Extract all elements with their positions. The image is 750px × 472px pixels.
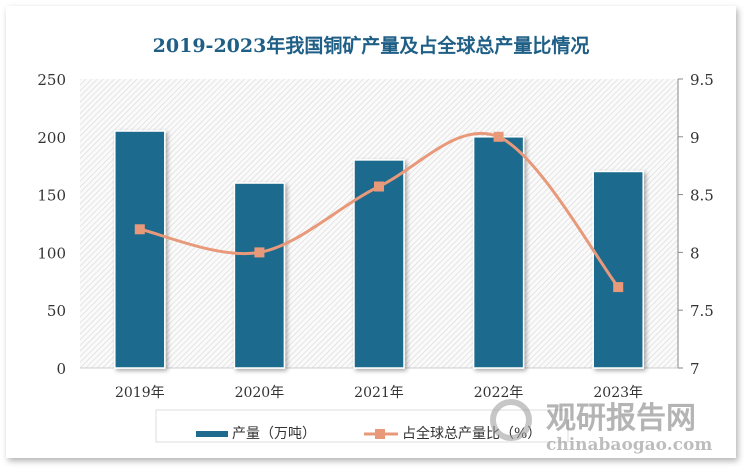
x-tick-label: 2023年 xyxy=(593,385,643,401)
y-right-tick-label: 9.5 xyxy=(690,71,714,89)
x-tick-label: 2019年 xyxy=(115,385,165,401)
x-tick-label: 2020年 xyxy=(235,385,285,401)
x-tick-label: 2022年 xyxy=(474,385,524,401)
y-left-tick-label: 50 xyxy=(47,302,66,320)
bar xyxy=(592,170,644,369)
y-left-tick-label: 0 xyxy=(56,360,66,378)
chart-title: 2019-2023年我国铜矿产量及占全球总产量比情况 xyxy=(153,34,590,57)
bar xyxy=(233,182,286,369)
y-left-tick-label: 250 xyxy=(37,71,66,89)
line-point xyxy=(374,181,384,192)
y-left-tick-label: 100 xyxy=(37,244,66,262)
y-left-tick-label: 200 xyxy=(37,129,66,147)
legend-line-marker xyxy=(375,429,385,439)
bar xyxy=(472,136,525,369)
line-series xyxy=(139,131,620,289)
y-right-tick-label: 7 xyxy=(690,360,700,378)
watermark-url: chinabaogao.com xyxy=(546,435,712,455)
legend: 产量（万吨） 占全球总产量比（%） xyxy=(155,409,569,443)
watermark: 观研报告网 chinabaogao.com xyxy=(490,399,712,455)
chart-card: 2019-2023年我国铜矿产量及占全球总产量比情况 0 50 100 150 200 2… xyxy=(6,6,736,458)
chart: 2019-2023年我国铜矿产量及占全球总产量比情况 0 50 100 150 200 2… xyxy=(37,34,714,455)
legend-bar-swatch xyxy=(196,431,228,437)
y-right-tick-label: 9 xyxy=(690,129,700,147)
x-tick-label: 2021年 xyxy=(354,385,404,401)
line-point xyxy=(134,224,145,235)
line-point xyxy=(613,282,624,293)
y-left-tick-label: 150 xyxy=(37,187,66,205)
line-point xyxy=(254,247,265,258)
watermark-text: 观研报告网 xyxy=(546,401,696,436)
legend-bar-label: 产量（万吨） xyxy=(232,426,316,442)
line-point xyxy=(493,131,504,142)
y-right-tick-label: 8.5 xyxy=(690,187,714,205)
y-right-tick-label: 7.5 xyxy=(690,302,714,320)
bar xyxy=(114,130,166,369)
y-right-tick-label: 8 xyxy=(690,244,700,262)
